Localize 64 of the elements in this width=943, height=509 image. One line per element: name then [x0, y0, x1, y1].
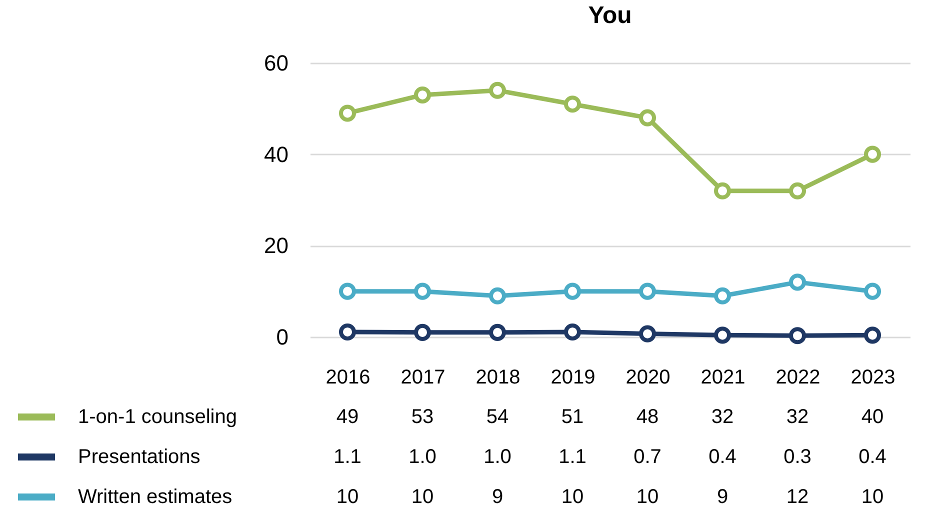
x-tick-label: 2023 [850, 366, 896, 388]
point [638, 282, 656, 300]
point [788, 327, 806, 344]
y-tick-label: 60 [264, 50, 288, 76]
data-label: 12 [786, 486, 809, 508]
y-tick-label: 0 [276, 324, 288, 350]
point [864, 282, 882, 300]
point [638, 325, 656, 342]
legend-label: Presentations [78, 446, 200, 468]
data-label: 10 [411, 486, 434, 508]
data-label: 9 [492, 486, 504, 508]
point [714, 326, 732, 344]
x-tick-label: 2020 [626, 366, 670, 388]
chart-title: You [588, 2, 632, 29]
point [338, 323, 356, 340]
data-label: 1.0 [484, 446, 512, 468]
point [788, 274, 806, 291]
data-label: 10 [336, 486, 359, 508]
x-tick-label: 2022 [776, 366, 820, 388]
legend-label: 1-on-1 counseling [78, 406, 237, 428]
data-label: 10 [861, 486, 884, 508]
point [338, 282, 356, 300]
x-tick-label: 2018 [476, 366, 520, 388]
data-label: 1.1 [334, 446, 362, 468]
x-tick-label: 2017 [400, 366, 446, 388]
y-tick-label: 20 [264, 233, 288, 258]
data-label: 10 [636, 486, 659, 508]
data-label: 32 [711, 406, 734, 428]
point [714, 287, 732, 304]
point [488, 287, 506, 304]
data-label: 1.1 [558, 446, 586, 468]
data-label: 48 [636, 406, 659, 428]
data-label: 40 [861, 406, 884, 428]
x-tick-label: 2016 [326, 366, 370, 388]
point [414, 324, 432, 341]
data-label: 0.7 [634, 446, 662, 468]
point [414, 282, 432, 300]
data-label: 0.3 [784, 446, 812, 468]
point [714, 182, 732, 200]
data-label: 0.4 [708, 446, 736, 468]
x-tick-label: 2021 [700, 366, 746, 388]
point [564, 96, 582, 113]
legend-label: Written estimates [78, 486, 232, 508]
point [564, 323, 582, 340]
data-label: 1.0 [408, 446, 436, 468]
point [864, 146, 882, 163]
point [488, 324, 506, 341]
data-label: 10 [561, 486, 584, 508]
point [338, 104, 356, 122]
y-tick-label: 40 [264, 142, 288, 167]
point [788, 182, 806, 200]
data-label: 0.4 [858, 446, 886, 468]
data-label: 32 [786, 406, 809, 428]
data-label: 51 [561, 406, 584, 428]
point [864, 326, 882, 344]
point [638, 109, 656, 126]
point [414, 86, 432, 104]
data-label: 49 [336, 406, 359, 428]
x-tick-label: 2019 [550, 366, 596, 388]
data-label: 54 [486, 406, 509, 428]
point [564, 282, 582, 300]
point [488, 82, 506, 99]
data-label: 9 [716, 486, 728, 508]
data-label: 53 [411, 406, 434, 428]
